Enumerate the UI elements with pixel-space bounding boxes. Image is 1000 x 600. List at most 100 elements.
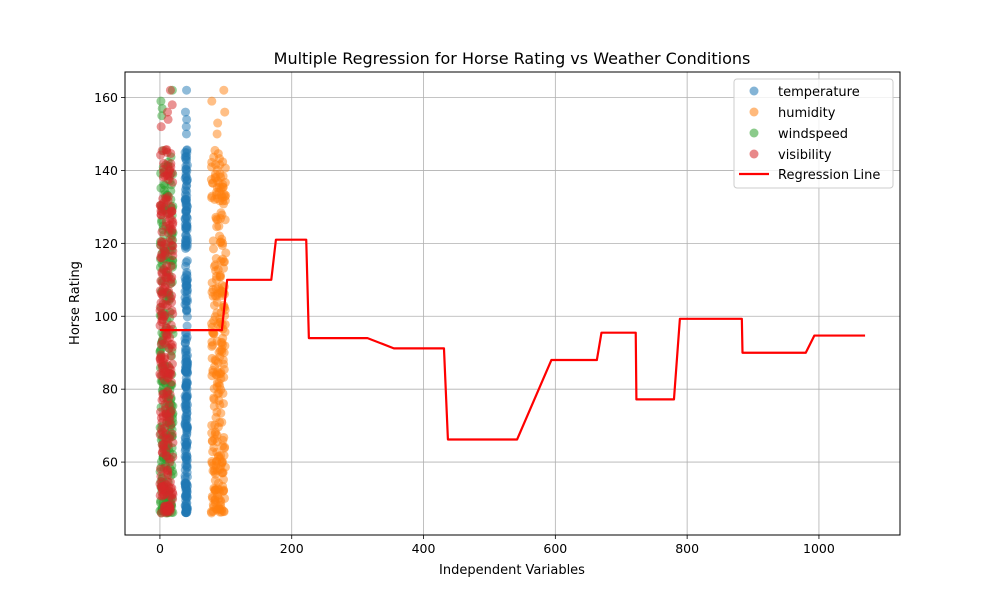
visibility-point	[156, 289, 166, 299]
y-tick-label: 60	[102, 455, 118, 470]
visibility-point	[166, 351, 176, 361]
legend-marker-humidity	[749, 107, 759, 117]
x-tick-label: 400	[412, 541, 436, 556]
x-tick-label: 0	[156, 541, 164, 556]
legend-marker-visibility	[749, 149, 759, 159]
humidity-point	[208, 447, 218, 457]
series-humidity	[206, 85, 231, 518]
visibility-point	[161, 221, 171, 231]
temperature-point	[182, 504, 192, 514]
legend-label-humidity: humidity	[778, 106, 836, 121]
visibility-point	[157, 308, 167, 318]
humidity-point	[220, 462, 230, 472]
visibility-point	[162, 145, 172, 155]
legend-box	[733, 78, 894, 189]
temperature-point	[182, 114, 192, 124]
x-tick-label: 1000	[803, 541, 835, 556]
humidity-point	[215, 288, 225, 298]
humidity-point	[210, 427, 220, 437]
temperature-point	[180, 107, 190, 117]
temperature-point	[182, 332, 192, 342]
chart-title: Multiple Regression for Horse Rating vs …	[274, 49, 751, 68]
y-tick-label: 120	[94, 236, 118, 251]
legend-label-windspeed: windspeed	[778, 127, 848, 142]
humidity-point	[207, 96, 217, 106]
visibility-point	[157, 491, 167, 501]
visibility-point	[167, 100, 177, 110]
legend-label-regression-line: Regression Line	[778, 168, 880, 183]
humidity-point	[220, 215, 230, 225]
temperature-point	[181, 154, 191, 164]
temperature-point	[181, 378, 191, 388]
visibility-point	[156, 471, 166, 481]
humidity-point	[211, 254, 221, 264]
x-axis-title: Independent Variables	[439, 563, 585, 578]
y-tick-label: 160	[94, 90, 118, 105]
visibility-point	[162, 451, 172, 461]
visibility-point	[160, 282, 170, 292]
visibility-point	[159, 440, 169, 450]
humidity-point	[218, 171, 228, 181]
visibility-point	[166, 162, 176, 172]
humidity-point	[213, 389, 223, 399]
temperature-point	[181, 414, 191, 424]
temperature-point	[182, 306, 192, 316]
y-tick-label: 100	[94, 309, 118, 324]
windspeed-point	[156, 96, 166, 106]
temperature-point	[181, 257, 191, 267]
legend-label-temperature: temperature	[778, 85, 860, 100]
humidity-point	[208, 236, 218, 246]
visibility-point	[160, 299, 170, 309]
temperature-point	[182, 463, 192, 473]
series-temperature	[180, 85, 193, 518]
temperature-point	[182, 441, 192, 451]
humidity-point	[212, 129, 222, 139]
humidity-point	[219, 85, 229, 95]
temperature-point	[181, 122, 191, 132]
humidity-point	[211, 504, 221, 514]
humidity-point	[215, 272, 225, 282]
plot-frame	[124, 71, 901, 536]
temperature-point	[182, 225, 192, 235]
humidity-point	[207, 353, 217, 363]
legend: temperature humidity windspeed visibilit…	[733, 78, 894, 189]
humidity-point	[219, 359, 229, 369]
humidity-point	[213, 320, 223, 330]
visibility-point	[168, 241, 178, 251]
temperature-point	[181, 235, 191, 245]
visibility-point	[156, 122, 166, 132]
scatter-points	[155, 85, 231, 518]
humidity-point	[208, 340, 218, 350]
humidity-point	[214, 221, 224, 231]
humidity-point	[215, 417, 225, 427]
humidity-point	[220, 163, 230, 173]
visibility-point	[166, 261, 176, 271]
legend-marker-temperature	[749, 86, 759, 96]
visibility-point	[167, 483, 177, 493]
visibility-point	[160, 251, 170, 261]
humidity-point	[218, 441, 228, 451]
visibility-point	[156, 407, 166, 417]
temperature-point	[182, 289, 192, 299]
visibility-point	[158, 172, 168, 182]
temperature-point	[181, 199, 191, 209]
humidity-point	[210, 486, 220, 496]
regression-line	[159, 238, 866, 441]
humidity-point	[218, 333, 228, 343]
series-visibility	[155, 85, 178, 518]
visibility-point	[162, 506, 172, 516]
humidity-point	[214, 347, 224, 357]
visibility-point	[165, 85, 175, 95]
visibility-point	[155, 369, 165, 379]
visibility-point	[156, 210, 166, 220]
humidity-point	[213, 265, 223, 275]
visibility-point	[168, 438, 178, 448]
humidity-point	[207, 157, 217, 167]
humidity-point	[210, 145, 220, 155]
visibility-point	[165, 208, 175, 218]
x-tick-label: 600	[543, 541, 567, 556]
humidity-point	[213, 118, 223, 128]
visibility-point	[167, 291, 177, 301]
temperature-point	[181, 367, 191, 377]
visibility-point	[163, 272, 173, 282]
